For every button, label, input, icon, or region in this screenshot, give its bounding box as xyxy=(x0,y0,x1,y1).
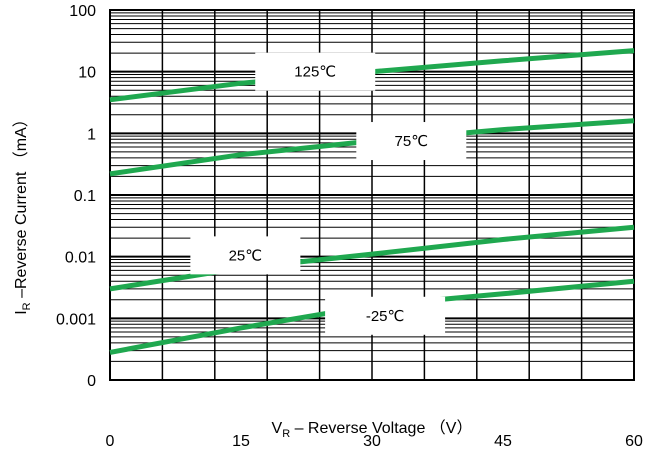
x-axis-label-rest: – Reverse Voltage （V） xyxy=(290,419,472,437)
annotation-box-4 xyxy=(325,296,446,335)
y-axis-label-rest: –Reverse Current （mA） xyxy=(12,111,30,302)
annotation-label-1: 125℃ xyxy=(294,64,336,81)
annotation-label-3: 25℃ xyxy=(229,247,263,264)
annotation-label-4: -25℃ xyxy=(366,308,405,325)
annotation-label-2: 75℃ xyxy=(395,133,429,150)
x-tick-label: 15 xyxy=(232,433,250,450)
plot-frame xyxy=(109,9,635,381)
annotations: 125℃ 75℃ 25℃ -25℃ xyxy=(190,52,467,335)
annotation-box-2 xyxy=(356,122,467,161)
y-tick-label: 0.01 xyxy=(65,250,96,267)
y-tick-label: 0 xyxy=(87,373,96,390)
x-axis-label: VR – Reverse Voltage （V） xyxy=(272,419,473,440)
y-tick-label: 0.001 xyxy=(56,311,96,328)
y-axis-label: IR –Reverse Current （mA） xyxy=(12,111,33,315)
x-tick-labels: 0 15 30 45 60 xyxy=(106,433,643,450)
annotation-box-3 xyxy=(190,236,301,275)
x-axis-label-sub: R xyxy=(282,428,290,440)
annotation-box-1 xyxy=(255,52,376,91)
y-axis-label-main: I xyxy=(13,310,30,314)
x-tick-label: 0 xyxy=(106,433,115,450)
x-tick-label: 30 xyxy=(363,433,381,450)
x-axis-label-main: V xyxy=(272,420,283,437)
x-tick-label: 45 xyxy=(494,433,512,450)
y-tick-label: 100 xyxy=(69,3,96,20)
x-tick-label: 60 xyxy=(625,433,643,450)
y-tick-label: 10 xyxy=(78,65,96,82)
grid-lines xyxy=(110,10,634,381)
y-tick-label: 1 xyxy=(87,126,96,143)
y-tick-labels: 0 0.001 0.01 0.1 1 10 100 xyxy=(56,3,96,390)
series-line-3 xyxy=(109,224,635,292)
y-tick-label: 0.1 xyxy=(74,188,96,205)
y-axis-label-sub: R xyxy=(21,302,33,310)
